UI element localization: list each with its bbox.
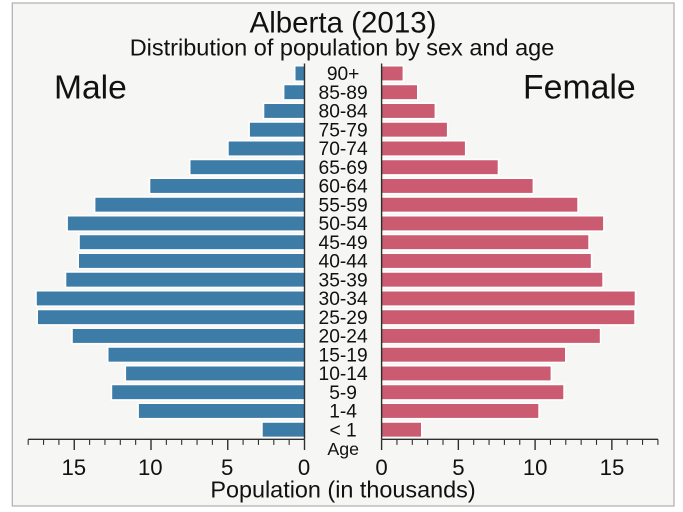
- svg-text:5: 5: [221, 455, 233, 480]
- svg-text:65-69: 65-69: [319, 158, 368, 179]
- svg-text:90+: 90+: [327, 64, 360, 85]
- svg-text:15: 15: [61, 455, 86, 480]
- svg-text:Age: Age: [327, 439, 359, 459]
- svg-text:0: 0: [298, 455, 310, 480]
- svg-text:10: 10: [138, 455, 163, 480]
- svg-text:85-89: 85-89: [319, 83, 368, 104]
- svg-text:5: 5: [452, 455, 464, 480]
- svg-text:60-64: 60-64: [319, 177, 368, 198]
- svg-text:10: 10: [523, 455, 548, 480]
- svg-text:< 1: < 1: [329, 420, 356, 441]
- svg-text:Male: Male: [54, 70, 127, 107]
- svg-text:35-39: 35-39: [319, 270, 368, 291]
- svg-text:0: 0: [375, 455, 387, 480]
- svg-text:70-74: 70-74: [319, 139, 368, 160]
- svg-text:80-84: 80-84: [319, 102, 368, 123]
- svg-text:Female: Female: [523, 69, 636, 107]
- svg-text:25-29: 25-29: [319, 308, 368, 329]
- svg-text:15: 15: [600, 455, 625, 480]
- svg-text:40-44: 40-44: [319, 252, 368, 273]
- svg-text:30-34: 30-34: [319, 289, 368, 310]
- svg-text:45-49: 45-49: [319, 233, 368, 254]
- svg-text:20-24: 20-24: [319, 327, 368, 348]
- svg-text:15-19: 15-19: [319, 345, 368, 366]
- svg-text:1-4: 1-4: [329, 402, 357, 423]
- svg-text:55-59: 55-59: [319, 195, 368, 216]
- svg-text:Distribution of population by: Distribution of population by sex and ag…: [130, 34, 555, 60]
- svg-text:Population (in thousands): Population (in thousands): [210, 477, 475, 503]
- svg-text:5-9: 5-9: [329, 383, 357, 404]
- svg-text:Alberta (2013): Alberta (2013): [250, 7, 437, 40]
- svg-text:75-79: 75-79: [319, 120, 368, 141]
- svg-text:10-14: 10-14: [319, 364, 368, 385]
- svg-text:50-54: 50-54: [319, 214, 368, 235]
